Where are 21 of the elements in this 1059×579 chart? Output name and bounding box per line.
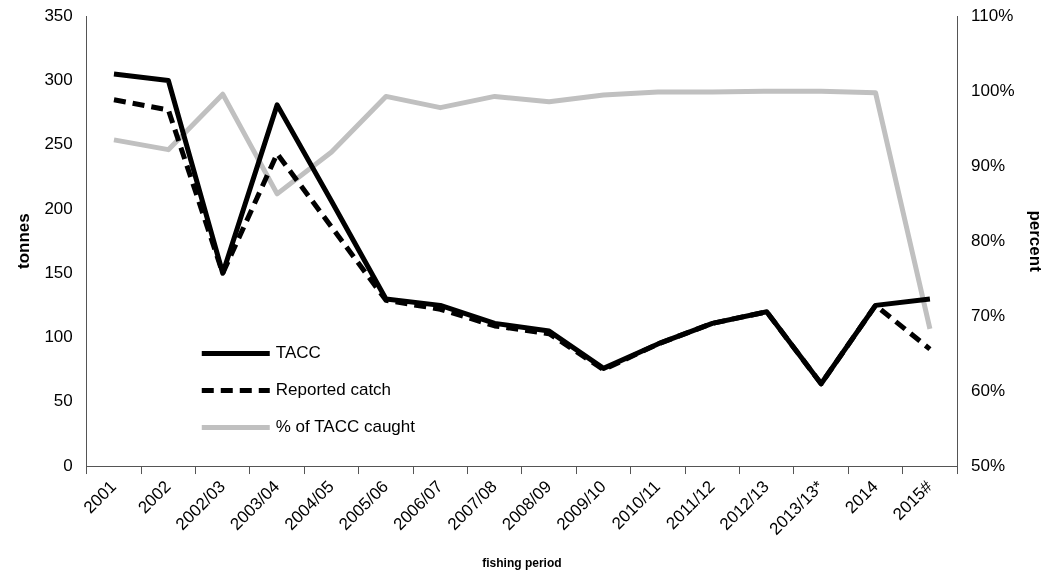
y2-tick-label: 60%	[971, 380, 1006, 400]
legend-label: Reported catch	[275, 380, 392, 400]
legend-label: TACC	[275, 343, 321, 363]
y2-tick-label: 70%	[971, 305, 1006, 325]
y-tick-label: 300	[44, 70, 73, 90]
y2-tick-label: 110%	[971, 5, 1014, 25]
y-axis-title: tonnes	[13, 213, 33, 269]
legend-label: % of TACC caught	[275, 417, 416, 437]
y-tick-label: 0	[63, 455, 73, 475]
y-tick-label: 250	[44, 134, 73, 154]
y2-tick-label: 100%	[971, 80, 1015, 100]
y2-axis-title: percent	[1026, 210, 1046, 273]
y-tick-label: 100	[44, 327, 73, 347]
y-tick-label: 50	[53, 391, 73, 411]
y2-tick-label: 90%	[971, 155, 1006, 175]
x-axis-title: fishing period	[482, 556, 562, 571]
y2-tick-label: 80%	[971, 230, 1006, 250]
y-tick-label: 350	[44, 5, 73, 25]
y-tick-label: 150	[44, 262, 73, 282]
y2-tick-label: 50%	[971, 455, 1006, 475]
y-tick-label: 200	[44, 198, 73, 218]
